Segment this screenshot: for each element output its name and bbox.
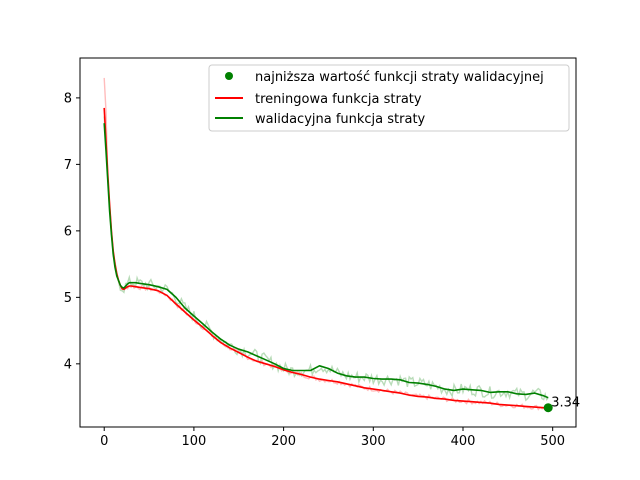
y-tick-label: 8 [64, 91, 72, 106]
smoothed-loss-lines [103, 107, 549, 409]
y-tick-label: 6 [64, 224, 72, 239]
x-tick-label: 0 [100, 434, 108, 449]
plot-frame [79, 57, 577, 428]
legend-label-validation: walidacyjna funkcja straty [255, 112, 426, 127]
y-tick-label: 7 [64, 158, 72, 173]
raw-trace-training [103, 77, 549, 411]
minimum-point [543, 403, 553, 413]
x-tick-label: 200 [271, 434, 296, 449]
minimum-marker-layer: 3.34 [543, 396, 580, 413]
legend-label-training: treningowa funkcja straty [255, 92, 422, 107]
x-tick-label: 400 [451, 434, 476, 449]
legend: najniższa wartość funkcji straty walidac… [208, 64, 570, 132]
legend-marker-minimum [225, 72, 233, 80]
x-axis: 0 100 200 300 400 500 [100, 427, 565, 449]
raw-loss-traces [103, 77, 549, 411]
legend-box [208, 64, 570, 132]
raw-trace-validation [103, 116, 549, 402]
x-tick-label: 100 [181, 434, 206, 449]
x-tick-label: 300 [361, 434, 386, 449]
y-axis: 4 5 6 7 8 [64, 91, 80, 372]
legend-label-minimum: najniższa wartość funkcji straty walidac… [255, 70, 544, 85]
y-tick-label: 4 [64, 357, 72, 372]
x-tick-label: 500 [540, 434, 565, 449]
minimum-value-label: 3.34 [551, 396, 580, 411]
series-line-validation [103, 123, 549, 399]
series-line-training [103, 107, 549, 409]
y-tick-label: 5 [64, 291, 72, 306]
